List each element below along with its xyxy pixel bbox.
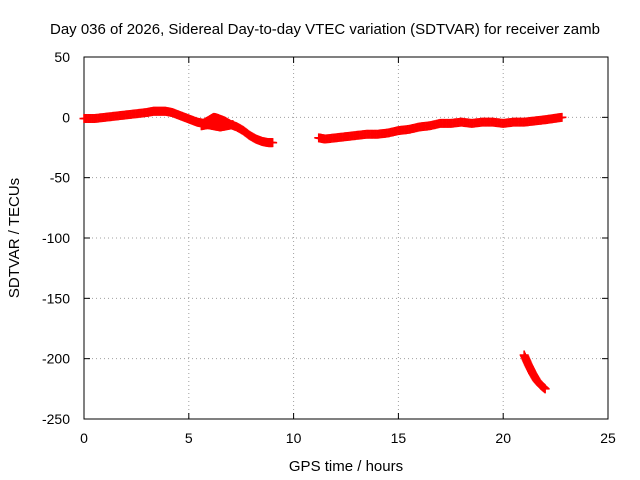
y-axis-label: SDTVAR / TECUs — [6, 178, 23, 298]
x-tick-label: 15 — [391, 430, 407, 446]
x-tick-label: 25 — [600, 430, 616, 446]
data-points — [79, 106, 567, 394]
x-tick-label: 10 — [286, 430, 302, 446]
grid — [84, 57, 608, 419]
x-tick-label: 5 — [185, 430, 193, 446]
y-tick-label: -200 — [42, 351, 70, 367]
chart-title: Day 036 of 2026, Sidereal Day-to-day VTE… — [50, 21, 600, 38]
y-tick-label: -150 — [42, 290, 70, 306]
axis-ticks: 0 5 10 15 20 25 50 0 -50 -100 -150 -200 -250 — [42, 49, 616, 446]
y-tick-label: -50 — [50, 170, 70, 186]
data-point — [557, 112, 567, 122]
y-tick-label: 50 — [54, 49, 70, 65]
y-tick-label: -250 — [42, 411, 70, 427]
data-point — [268, 138, 278, 148]
x-tick-label: 20 — [495, 430, 511, 446]
x-axis-label: GPS time / hours — [289, 458, 403, 475]
data-point — [540, 384, 550, 394]
y-tick-label: -100 — [42, 230, 70, 246]
y-tick-label: 0 — [62, 109, 70, 125]
data-point — [228, 120, 238, 130]
x-tick-label: 0 — [80, 430, 88, 446]
